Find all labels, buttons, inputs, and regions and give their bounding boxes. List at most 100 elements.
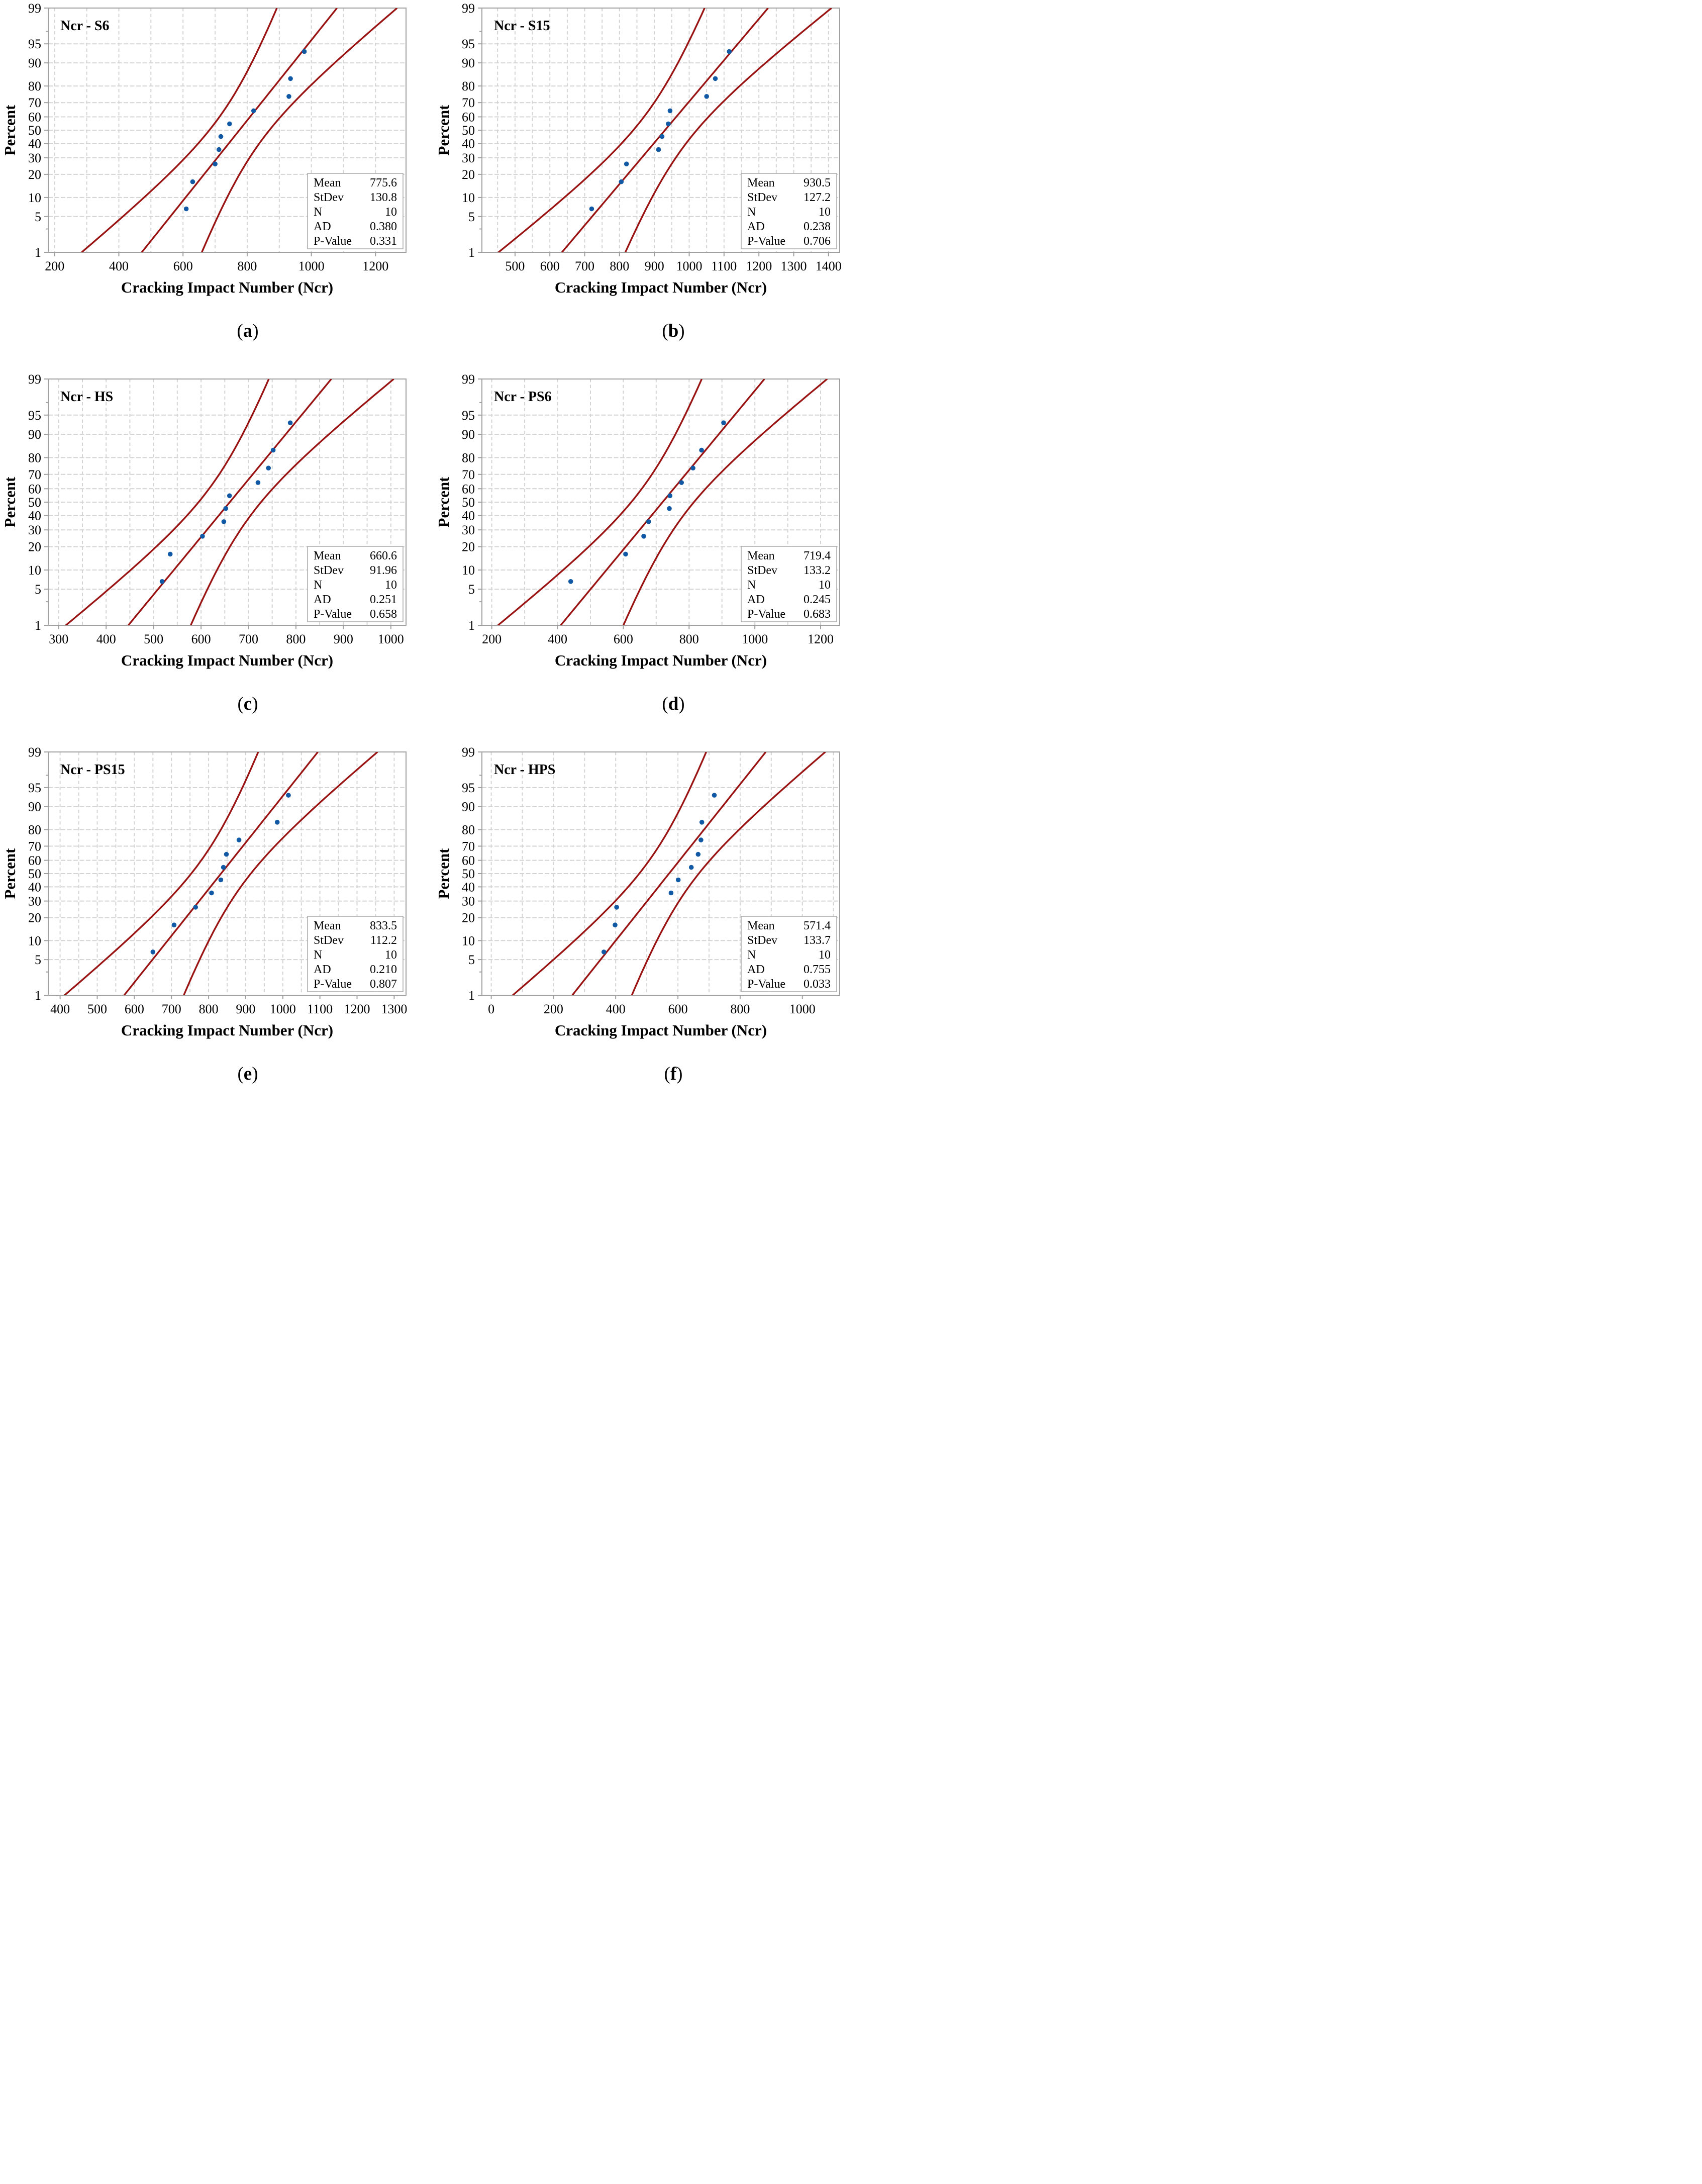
y-axis-title: Percent xyxy=(435,848,452,899)
panel-title: Ncr - S6 xyxy=(60,18,109,34)
x-tick-label: 600 xyxy=(173,259,193,273)
data-point xyxy=(218,134,224,139)
y-axis-title: Percent xyxy=(435,105,452,156)
stats-value: 0.807 xyxy=(370,978,397,991)
data-points xyxy=(568,420,726,584)
data-point xyxy=(171,922,177,927)
data-point xyxy=(667,108,673,114)
x-tick-label: 800 xyxy=(679,632,699,646)
data-point xyxy=(646,519,651,524)
data-point xyxy=(200,534,205,539)
stats-label: AD xyxy=(747,963,765,976)
y-tick-label: 50 xyxy=(462,495,475,510)
stats-box xyxy=(307,173,404,249)
stats-value: 10 xyxy=(385,579,397,592)
axis-ticks xyxy=(44,751,395,999)
ci-upper-band xyxy=(631,752,826,995)
data-point xyxy=(624,161,629,167)
caption-paren-open: ( xyxy=(664,1064,670,1084)
data-points xyxy=(589,49,732,212)
stats-label: Mean xyxy=(314,176,341,189)
ci-lower-band xyxy=(497,379,703,625)
y-tick-label: 99 xyxy=(28,745,41,759)
y-axis-title: Percent xyxy=(435,477,452,528)
y-tick-label: 5 xyxy=(468,210,475,224)
panel-title: Ncr - PS15 xyxy=(60,762,125,778)
stats-label: N xyxy=(747,206,756,219)
stats-box xyxy=(307,916,404,992)
axis-ticks xyxy=(44,378,391,629)
ci-lower-band xyxy=(65,379,270,625)
stats-value: 0.658 xyxy=(370,608,397,621)
data-point xyxy=(668,890,674,896)
y-tick-label: 10 xyxy=(28,563,41,578)
y-tick-label: 10 xyxy=(462,563,475,578)
stats-value: 0.706 xyxy=(804,235,831,248)
stats-label: P-Value xyxy=(314,978,352,991)
x-tick-label: 1400 xyxy=(816,259,842,273)
y-tick-label: 60 xyxy=(462,482,475,496)
panel-a: 99 95 90 80 70 60 50 40 30 20 10 5 1 200 400 600 800 1000… xyxy=(0,0,426,364)
y-tick-label: 40 xyxy=(462,137,475,151)
y-tick-label: 99 xyxy=(462,372,475,387)
y-axis-title: Percent xyxy=(1,105,19,156)
fit-and-ci-curves xyxy=(81,8,398,252)
x-tick-label: 800 xyxy=(730,1002,750,1016)
gridlines xyxy=(482,752,840,995)
stats-box xyxy=(741,546,837,622)
fit-and-ci-curves xyxy=(497,8,832,252)
fitted-line xyxy=(141,8,338,252)
stats-label: StDev xyxy=(314,191,344,204)
y-tick-label: 1 xyxy=(35,618,41,633)
stats-label: P-Value xyxy=(747,608,785,621)
x-tick-label: 1000 xyxy=(298,259,325,273)
stats-label: Mean xyxy=(314,549,341,562)
data-point xyxy=(286,793,291,798)
ci-lower-band xyxy=(81,8,278,252)
data-point xyxy=(266,465,271,470)
stats-label: AD xyxy=(747,593,765,606)
data-point xyxy=(270,447,276,453)
stats-value: 0.210 xyxy=(370,963,397,976)
x-tick-label: 400 xyxy=(96,632,116,646)
y-tick-label: 95 xyxy=(462,37,475,51)
caption-letter: a xyxy=(243,321,253,341)
x-tick-label: 1000 xyxy=(270,1002,296,1016)
data-point xyxy=(223,506,229,511)
y-tick-label: 99 xyxy=(28,372,41,387)
y-tick-label: 1 xyxy=(35,245,41,260)
stats-value: 719.4 xyxy=(804,549,831,562)
y-tick-label: 70 xyxy=(28,467,41,482)
data-point xyxy=(699,447,704,453)
stats-label: N xyxy=(747,579,756,592)
caption-paren-open: ( xyxy=(662,694,668,714)
plots-grid: 99 95 90 80 70 60 50 40 30 20 10 5 1 200 400 600 800 1000… xyxy=(0,0,851,1092)
y-tick-label: 90 xyxy=(28,427,41,442)
panel-title: Ncr - HPS xyxy=(494,762,555,778)
data-point xyxy=(727,49,732,54)
y-tick-label: 70 xyxy=(28,839,41,853)
y-tick-label: 40 xyxy=(28,509,41,523)
subfigure-caption: (a) xyxy=(237,321,258,341)
x-tick-label: 800 xyxy=(286,632,306,646)
y-tick-label: 30 xyxy=(462,894,475,909)
stats-value: 0.033 xyxy=(804,978,831,991)
stats-value: 133.2 xyxy=(804,564,831,577)
y-tick-label: 50 xyxy=(28,867,41,881)
x-tick-label: 200 xyxy=(482,632,502,646)
y-tick-label: 5 xyxy=(468,582,475,597)
fitted-line xyxy=(561,8,769,252)
y-tick-label: 50 xyxy=(28,123,41,138)
x-tick-label: 1000 xyxy=(789,1002,816,1016)
x-tick-label: 1000 xyxy=(676,259,703,273)
stats-label: AD xyxy=(747,220,765,233)
x-tick-label: 1000 xyxy=(378,632,404,646)
subfigure-caption: (c) xyxy=(237,694,258,714)
stats-value: 10 xyxy=(819,948,831,962)
panel-c: 99 95 90 80 70 60 50 40 30 20 10 5 1 300 400 500 600 700 8… xyxy=(0,364,426,728)
panel-title: Ncr - PS6 xyxy=(494,389,552,405)
panel-title: Ncr - S15 xyxy=(494,18,550,34)
